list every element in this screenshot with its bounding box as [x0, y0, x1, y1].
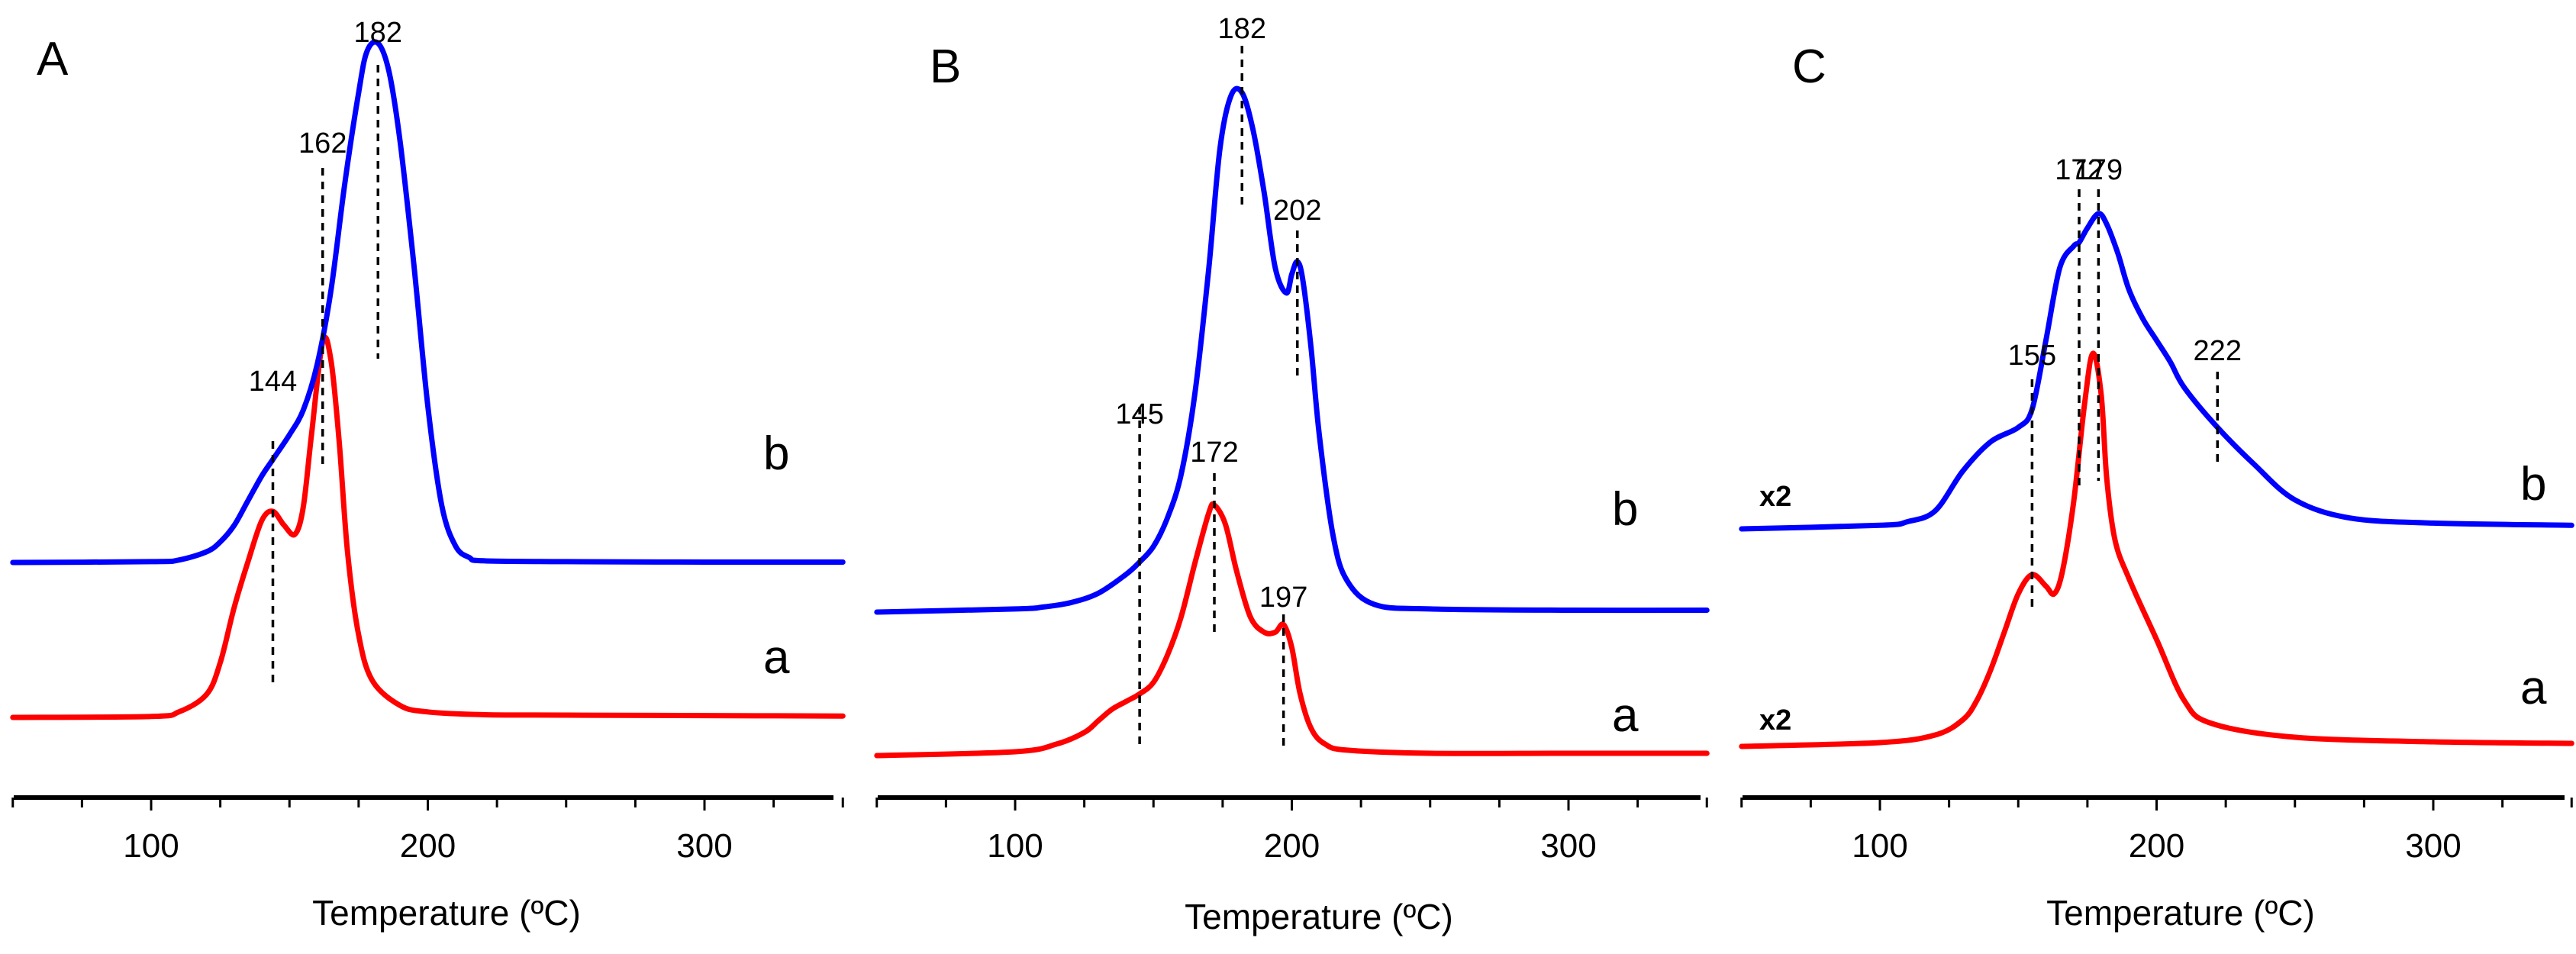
- panel-b-peak-label-172: 172: [1190, 437, 1238, 469]
- panel-a-peak-label-162: 162: [298, 127, 347, 160]
- panel-b-curve-b-label: b: [1612, 483, 1638, 536]
- panel-b-tick-label-300: 300: [1540, 827, 1596, 865]
- panel-b-tick-label-100: 100: [987, 827, 1043, 865]
- panel-c-curve-a-label: a: [2520, 662, 2547, 714]
- panel-c-curve-b-label: b: [2520, 458, 2546, 511]
- panel-b-curve-b: [874, 85, 1710, 615]
- panel-c-peak-label-172: 172: [2055, 154, 2103, 186]
- panel-c-peak-label-222: 222: [2194, 335, 2242, 367]
- panel-a-peak-label-182: 182: [354, 17, 402, 49]
- panel-a-x-axis-title: Temperature (ºC): [312, 893, 581, 933]
- panel-c-peak-label-179: 179: [2075, 154, 2123, 186]
- panel-c-curve-b: [1739, 211, 2574, 532]
- panel-b-peak-label-145: 145: [1115, 398, 1163, 430]
- panel-a-curve-b: [10, 39, 846, 566]
- panel-c-curve-a-multiplier: x2: [1759, 704, 1791, 736]
- panel-c-x-axis-title: Temperature (ºC): [2046, 893, 2315, 933]
- panel-a-tick-label-100: 100: [123, 827, 179, 865]
- panel-a-curve-b-label: b: [763, 427, 789, 480]
- panel-a-label: A: [37, 33, 69, 85]
- panel-c-curve-a: [1739, 350, 2574, 749]
- panel-a-peak-label-144: 144: [249, 366, 297, 398]
- panel-b: B 145 172 182 197 202 b a 100 200 300 Temperat…: [874, 13, 1710, 936]
- panel-c-tick-label-100: 100: [1852, 827, 1907, 865]
- panel-b-label: B: [930, 40, 961, 93]
- panel-a: A 144 162 182 b a 100 200 300 Temperature (º…: [10, 17, 846, 933]
- panel-b-curve-a-label: a: [1612, 689, 1639, 742]
- panel-c-label: C: [1792, 40, 1826, 93]
- panel-c-curve-b-multiplier: x2: [1759, 481, 1791, 513]
- panel-a-tick-label-200: 200: [400, 827, 456, 865]
- panel-b-curve-a: [874, 501, 1710, 759]
- panel-c-tick-label-300: 300: [2405, 827, 2461, 865]
- panel-b-x-axis-title: Temperature (ºC): [1185, 897, 1453, 936]
- panel-c-peak-label-155: 155: [2008, 340, 2056, 372]
- panel-a-tick-label-300: 300: [676, 827, 732, 865]
- panel-b-peak-label-182: 182: [1218, 13, 1266, 45]
- panel-c-tick-label-200: 200: [2129, 827, 2184, 865]
- panel-b-peak-label-197: 197: [1259, 582, 1307, 614]
- panel-b-peak-label-202: 202: [1273, 195, 1321, 227]
- panel-a-curve-a-label: a: [763, 631, 790, 684]
- panel-b-tick-label-200: 200: [1264, 827, 1320, 865]
